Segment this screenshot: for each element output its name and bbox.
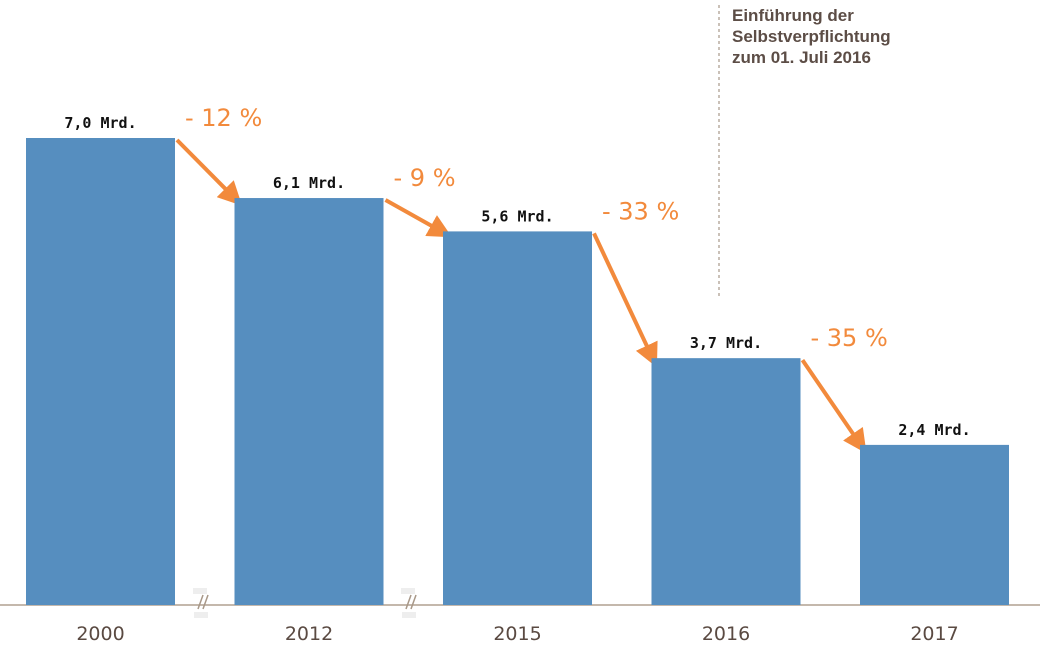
x-tick-label: 2000 <box>76 623 124 645</box>
value-label: 7,0 Mrd. <box>64 114 136 132</box>
axis-break-mask <box>402 612 416 618</box>
change-label: - 12 % <box>185 104 262 132</box>
value-label: 5,6 Mrd. <box>481 207 553 225</box>
change-arrow <box>800 359 867 454</box>
change-arrow <box>384 198 452 238</box>
axis-break-mask <box>194 612 208 618</box>
change-label: - 33 % <box>602 197 679 225</box>
axis-break-icon <box>197 594 204 610</box>
axis-break-icon <box>202 594 209 610</box>
x-tick-label: 2015 <box>493 623 541 645</box>
bar-2016 <box>651 358 801 605</box>
axis-break-icon <box>410 594 417 610</box>
change-label: - 9 % <box>394 164 456 192</box>
annotation-line: Einführung der <box>732 6 854 25</box>
value-label: 2,4 Mrd. <box>898 421 970 439</box>
annotation-line: Selbstverpflichtung <box>732 27 891 46</box>
change-arrow <box>175 138 243 206</box>
x-tick-label: 2012 <box>285 623 333 645</box>
value-label: 6,1 Mrd. <box>273 174 345 192</box>
bar-2000 <box>26 138 175 605</box>
axis-break-icon <box>405 594 412 610</box>
value-label: 3,7 Mrd. <box>690 334 762 352</box>
bar-2012 <box>234 198 384 606</box>
bar-2015 <box>443 231 592 605</box>
annotation-line: zum 01. Juli 2016 <box>732 48 871 67</box>
annotation: Einführung der Selbstverpflichtung zum 0… <box>732 5 891 68</box>
change-arrow <box>592 232 658 368</box>
axis-break-mask <box>193 588 207 594</box>
x-tick-label: 2016 <box>702 623 750 645</box>
bar-2017 <box>860 444 1009 605</box>
axis-break-mask <box>401 588 415 594</box>
x-tick-label: 2017 <box>910 623 958 645</box>
change-label: - 35 % <box>811 324 888 352</box>
